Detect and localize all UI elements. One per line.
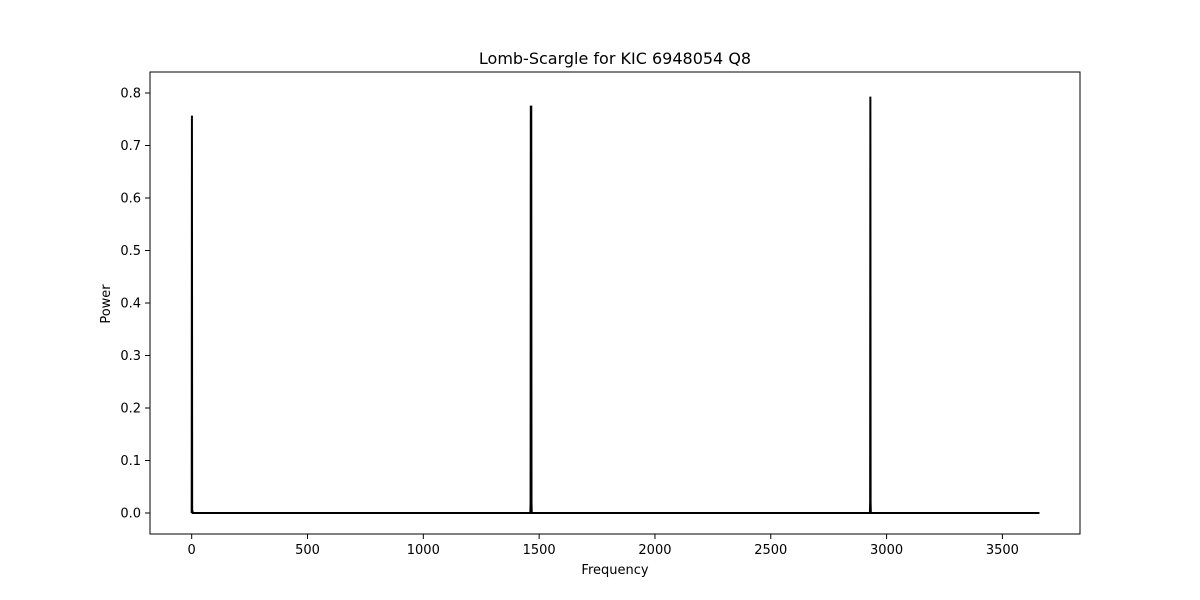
x-tick-label: 1500 bbox=[523, 543, 556, 558]
x-tick-label: 2000 bbox=[638, 543, 671, 558]
y-tick-label: 0.1 bbox=[120, 454, 141, 469]
y-axis: 0.0 0.1 0.2 0.3 0.4 0.5 0.6 0.7 0.8 bbox=[120, 87, 150, 522]
y-tick-label: 0.8 bbox=[120, 87, 141, 102]
x-tick-label: 2500 bbox=[754, 543, 787, 558]
x-tick-label: 1000 bbox=[407, 543, 440, 558]
plot-frame bbox=[149, 71, 1081, 535]
x-tick-label: 500 bbox=[295, 543, 320, 558]
y-tick-label: 0.5 bbox=[120, 244, 141, 259]
x-tick-label: 0 bbox=[188, 543, 196, 558]
plot-area bbox=[190, 96, 1040, 514]
y-tick-label: 0.4 bbox=[120, 297, 141, 312]
y-tick-label: 0.7 bbox=[120, 139, 141, 154]
x-tick-label: 3500 bbox=[986, 543, 1019, 558]
series-line-0 bbox=[190, 96, 1040, 514]
y-tick-label: 0.3 bbox=[120, 349, 141, 364]
x-tick-label: 3000 bbox=[870, 543, 903, 558]
x-axis: 0 500 1000 1500 2000 2500 3000 3500 bbox=[188, 534, 1019, 558]
chart-title: Lomb-Scargle for KIC 6948054 Q8 bbox=[479, 49, 751, 68]
y-tick-label: 0.0 bbox=[120, 507, 141, 522]
y-tick-label: 0.6 bbox=[120, 192, 141, 207]
x-axis-label: Frequency bbox=[581, 563, 648, 578]
y-axis-label: Power bbox=[99, 284, 114, 324]
y-tick-label: 0.2 bbox=[120, 402, 141, 417]
